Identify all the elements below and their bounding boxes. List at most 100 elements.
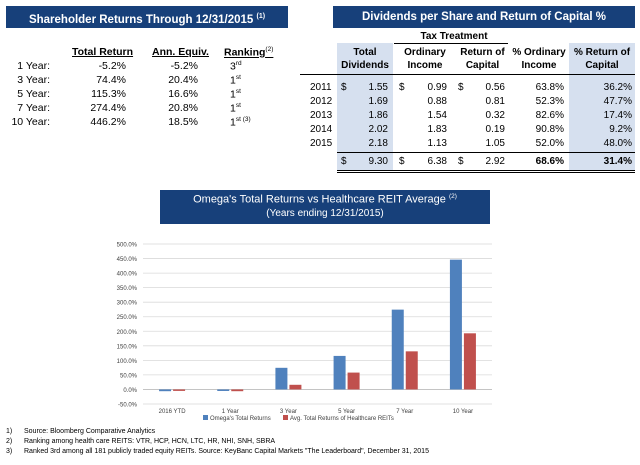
returns-row: 3 Year: 74.4% 20.4% 1st [6, 74, 326, 88]
pct-ordinary-income-header: % Ordinary Income [512, 47, 566, 71]
currency-symbol: $ [341, 156, 347, 167]
ordinary-income-value: 1.54 [427, 110, 447, 121]
footnote-number: 3) [6, 448, 13, 455]
period-label: 1 Year: [17, 60, 50, 72]
total-dividends-sum: 9.30 [368, 156, 388, 167]
x-tick-label: 7 Year [396, 409, 413, 415]
pct-return-of-capital-value: 48.0% [603, 138, 632, 149]
returns-row: 1 Year: -5.2% -5.2% 3rd [6, 60, 326, 74]
shareholder-returns-title: Shareholder Returns Through 12/31/2015 [28, 13, 254, 26]
bar [159, 389, 172, 392]
currency-symbol: $ [399, 82, 405, 93]
total-dividends-header: Total Dividends [341, 47, 389, 71]
dividend-row: 2012 1.69 0.88 0.81 52.3% 47.7% [300, 96, 635, 110]
currency-symbol: $ [458, 156, 464, 167]
pct-ordinary-total: 68.6% [535, 156, 564, 167]
return-of-capital-header: Return of Capital [460, 47, 505, 71]
returns-row: 7 Year: 274.4% 20.8% 1st [6, 102, 326, 116]
bar [347, 372, 360, 390]
pct-ordinary-value: 63.8% [535, 82, 564, 93]
footnote: 1) Source: Bloomberg Comparative Analytic… [6, 428, 155, 435]
y-tick-label: 400.0% [117, 272, 138, 278]
bar [405, 351, 418, 390]
total-return-value: 274.4% [90, 102, 126, 114]
chart-title-note: (2) [448, 193, 457, 200]
ordinary-income-sum: 6.38 [427, 156, 447, 167]
shareholder-returns-title-note: (1) [256, 13, 266, 20]
dividends-title: Dividends per Share and Return of Capita… [361, 11, 607, 23]
returns-row: 10 Year: 446.2% 18.5% 1st (3) [6, 116, 326, 130]
pct-return-of-capital-value: 36.2% [603, 82, 632, 93]
period-label: 5 Year: [17, 88, 50, 100]
return-of-capital-value: 0.81 [485, 96, 505, 107]
pct-ordinary-value: 52.0% [535, 138, 564, 149]
total-dividend-value: 1.55 [368, 82, 388, 93]
returns-row: 5 Year: 115.3% 16.6% 1st [6, 88, 326, 102]
pct-return-of-capital-value: 17.4% [603, 110, 632, 121]
currency-symbol: $ [458, 82, 464, 93]
legend-swatch [283, 415, 288, 420]
ranking-value: 1st [230, 102, 241, 115]
bar [217, 389, 230, 391]
return-of-capital-sum: 2.92 [485, 156, 505, 167]
dividend-row: 2013 1.86 1.54 0.32 82.6% 17.4% [300, 110, 635, 124]
x-tick-label: 5 Year [338, 409, 355, 415]
ranking-value: 1st (3) [230, 116, 251, 129]
footnote-text: Source: Bloomberg Comparative Analytics [24, 428, 156, 435]
pct-return-of-capital-value: 9.2% [609, 124, 632, 135]
return-of-capital-value: 0.56 [485, 82, 505, 93]
footnote: 3) Ranked 3rd among all 181 publicly trad… [6, 448, 429, 455]
ranking-value: 1st [230, 88, 241, 101]
pct-return-of-capital-value: 47.7% [603, 96, 632, 107]
total-return-header: Total Return [72, 46, 134, 58]
chart-title-banner: Omega's Total Returns vs Healthcare REIT… [160, 190, 490, 224]
dividend-row: 2014 2.02 1.83 0.19 90.8% 9.2% [300, 124, 635, 138]
y-tick-label: 500.0% [117, 243, 138, 249]
return-of-capital-value: 1.05 [485, 138, 505, 149]
pct-return-of-capital-header: % Return of Capital [573, 47, 631, 71]
footnote-text: Ranking among health care REITS: VTR, HC… [24, 438, 276, 445]
total-dividend-value: 2.02 [368, 124, 388, 135]
y-tick-label: 150.0% [117, 344, 138, 350]
ranking-value: 3rd [230, 60, 242, 73]
pct-ordinary-value: 90.8% [535, 124, 564, 135]
total-return-value: -5.2% [98, 60, 126, 72]
tax-treatment-header: Tax Treatment [420, 31, 488, 42]
y-tick-label: -50.0% [118, 403, 138, 409]
footnote-number: 2) [6, 438, 13, 445]
bar [333, 355, 346, 390]
ann-equiv-value: -5.2% [170, 60, 198, 72]
y-tick-label: 100.0% [117, 359, 138, 365]
dividend-row: 2011 $ $ $1.55 0.99 0.56 63.8% 36.2% [300, 82, 635, 96]
bar [275, 367, 288, 390]
dividend-row: 2015 2.18 1.13 1.05 52.0% 48.0% [300, 138, 635, 152]
ranking-header: Ranking(2) [224, 46, 274, 59]
ann-equiv-value: 18.5% [168, 116, 198, 128]
y-tick-label: 200.0% [117, 330, 138, 336]
footnote: 2) Ranking among health care REITS: VTR, … [6, 438, 275, 445]
ann-equiv-header: Ann. Equiv. [152, 46, 209, 58]
total-dividend-value: 1.69 [368, 96, 388, 107]
shareholder-returns-banner: Shareholder Returns Through 12/31/2015 (… [6, 6, 288, 28]
ordinary-income-value: 1.83 [427, 124, 447, 135]
currency-symbol: $ [341, 82, 347, 93]
y-tick-label: 450.0% [117, 257, 138, 263]
year-label: 2011 [310, 82, 332, 93]
total-dividend-value: 1.86 [368, 110, 388, 121]
ann-equiv-value: 20.8% [168, 102, 198, 114]
dividends-banner: Dividends per Share and Return of Capita… [333, 6, 635, 28]
return-of-capital-value: 0.32 [485, 110, 505, 121]
pct-ordinary-value: 82.6% [535, 110, 564, 121]
year-label: 2014 [310, 124, 333, 135]
total-return-value: 446.2% [90, 116, 126, 128]
y-tick-label: 0.0% [123, 388, 137, 394]
period-label: 3 Year: [17, 74, 50, 86]
ordinary-income-value: 0.99 [427, 82, 447, 93]
pct-return-of-capital-total: 31.4% [603, 156, 632, 167]
ordinary-income-header: Ordinary Income [404, 47, 446, 71]
legend-label: Avg. Total Returns of Healthcare REITs [290, 416, 394, 422]
bar [391, 309, 404, 390]
ranking-value: 1st [230, 74, 241, 87]
year-label: 2015 [310, 138, 333, 149]
